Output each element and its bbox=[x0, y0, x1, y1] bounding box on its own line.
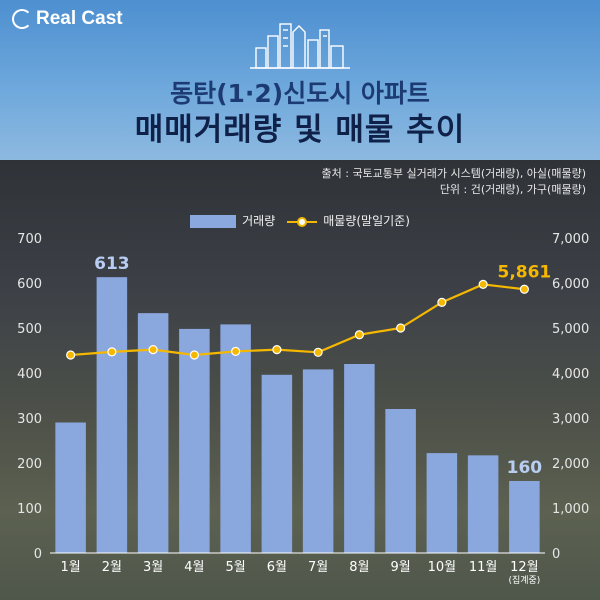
bar-11 bbox=[467, 455, 499, 553]
listing-point-4 bbox=[189, 350, 199, 360]
listing-point-5 bbox=[231, 346, 241, 356]
left-axis-tick-label: 700 bbox=[17, 232, 42, 247]
bar-8 bbox=[344, 364, 375, 553]
bar-5 bbox=[220, 324, 251, 553]
legend-bar-item: 거래량 bbox=[190, 212, 275, 229]
bar-1 bbox=[55, 422, 86, 553]
left-axis-tick-label: 0 bbox=[34, 547, 42, 562]
realcast-logo: Real Cast bbox=[12, 8, 123, 30]
bar-2 bbox=[96, 277, 128, 553]
x-axis-label-10: 10월 bbox=[428, 560, 457, 575]
left-axis-tick-label: 300 bbox=[17, 412, 42, 427]
bar-4 bbox=[179, 328, 210, 553]
right-axis-tick-label: 3,000 bbox=[552, 412, 589, 427]
legend-line-swatch bbox=[287, 216, 318, 228]
chart-title-line2: 매매거래량 및 매물 추이 bbox=[134, 112, 466, 148]
bar-10 bbox=[426, 453, 458, 553]
unit-text: 단위 : 건(거래량), 가구(매물량) bbox=[439, 183, 586, 196]
logo-text: Real Cast bbox=[36, 8, 123, 29]
legend-bar-swatch bbox=[190, 215, 237, 228]
source-note: 출처 : 국토교통부 실거래가 시스템(거래량), 아실(매물량) 단위 : 건… bbox=[322, 166, 587, 198]
skyline-icon bbox=[250, 23, 350, 69]
x-axis-label-2: 2월 bbox=[102, 560, 122, 575]
x-axis-label-12: 12월 bbox=[510, 560, 539, 575]
x-axis-label-7: 7월 bbox=[308, 560, 328, 575]
x-axis-label-3: 3월 bbox=[143, 560, 163, 575]
x-axis-label-1: 1월 bbox=[61, 560, 81, 575]
right-axis-tick-label: 1,000 bbox=[552, 502, 589, 517]
legend-line-item: 매물량(말일기준) bbox=[287, 212, 410, 229]
source-text: 출처 : 국토교통부 실거래가 시스템(거래량), 아실(매물량) bbox=[321, 167, 587, 180]
bar-6 bbox=[261, 374, 293, 553]
listing-point-7 bbox=[313, 347, 323, 357]
listing-point-10 bbox=[437, 297, 447, 307]
listing-point-6 bbox=[272, 345, 282, 355]
bar-value-label: 613 bbox=[94, 254, 130, 274]
x-axis-note: (집계중) bbox=[508, 574, 540, 586]
logo-mark-icon bbox=[12, 9, 32, 29]
right-axis-tick-label: 6,000 bbox=[552, 277, 589, 292]
legend-bar-label: 거래량 bbox=[242, 214, 276, 228]
line-value-label: 5,861 bbox=[497, 262, 551, 282]
left-axis-tick-label: 100 bbox=[17, 502, 42, 517]
x-axis-label-8: 8월 bbox=[349, 560, 369, 575]
listing-point-11 bbox=[478, 279, 488, 289]
left-axis-tick-label: 200 bbox=[17, 457, 42, 472]
right-axis-tick-label: 2,000 bbox=[552, 457, 589, 472]
right-axis-tick-label: 0 bbox=[552, 547, 560, 562]
listing-point-12 bbox=[519, 284, 529, 294]
left-axis-tick-label: 400 bbox=[17, 367, 42, 382]
x-axis-label-11: 11월 bbox=[469, 560, 498, 575]
right-axis-tick-label: 4,000 bbox=[552, 367, 589, 382]
left-axis-tick-label: 600 bbox=[17, 277, 42, 292]
listing-point-2 bbox=[107, 347, 117, 357]
right-axis-tick-label: 5,000 bbox=[552, 322, 589, 337]
right-axis-tick-label: 7,000 bbox=[552, 232, 589, 247]
chart-title-line1: 동탄(1·2)신도시 아파트 bbox=[170, 79, 430, 108]
bar-9 bbox=[385, 409, 416, 553]
bar-value-label: 160 bbox=[507, 458, 543, 478]
chart-legend: 거래량 매물량(말일기준) bbox=[0, 212, 600, 229]
left-axis-tick-label: 500 bbox=[17, 322, 42, 337]
bar-12 bbox=[509, 481, 540, 553]
legend-line-label: 매물량(말일기준) bbox=[323, 214, 410, 228]
x-axis-label-6: 6월 bbox=[267, 560, 287, 575]
x-axis-label-4: 4월 bbox=[184, 560, 204, 575]
listing-point-1 bbox=[66, 350, 76, 360]
listing-point-9 bbox=[396, 323, 406, 333]
x-axis-label-5: 5월 bbox=[226, 560, 246, 575]
x-axis-label-9: 9월 bbox=[391, 560, 411, 575]
bar-7 bbox=[302, 369, 334, 553]
listing-point-8 bbox=[354, 330, 364, 340]
listing-line bbox=[70, 283, 525, 357]
listing-point-3 bbox=[148, 345, 158, 355]
